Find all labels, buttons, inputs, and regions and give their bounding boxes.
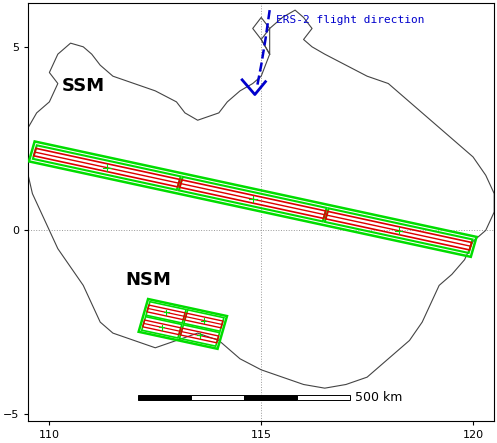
Text: 500 km: 500 km <box>355 391 403 404</box>
Text: NSM: NSM <box>126 272 171 289</box>
Bar <box>138 395 191 400</box>
Bar <box>297 395 350 400</box>
Text: SSM: SSM <box>62 77 105 95</box>
Bar <box>244 395 297 400</box>
Bar <box>191 395 244 400</box>
Text: ERS-2 flight direction: ERS-2 flight direction <box>276 15 424 25</box>
